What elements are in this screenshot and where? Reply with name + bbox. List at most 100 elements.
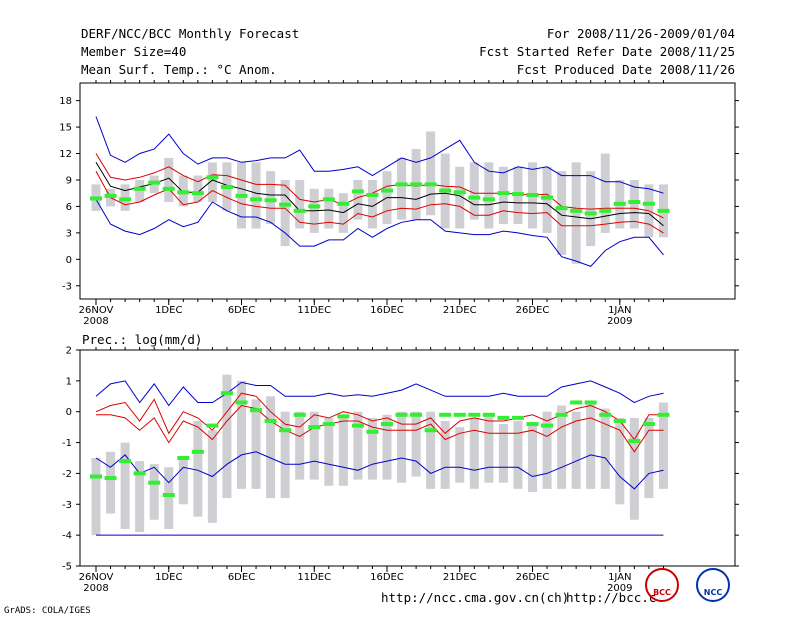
obs-marker: [177, 456, 190, 460]
y-tick-label: 18: [59, 96, 72, 107]
obs-marker: [395, 182, 408, 187]
obs-marker: [322, 422, 335, 427]
obs-marker: [337, 414, 350, 419]
spread-bar: [295, 179, 305, 229]
spread-bar: [557, 405, 567, 489]
obs-marker: [642, 422, 655, 427]
spread-bar: [193, 175, 203, 203]
y-tick-label: 3: [66, 228, 72, 239]
obs-marker: [177, 190, 190, 195]
obs-marker: [570, 400, 583, 405]
spread-bar: [411, 411, 421, 477]
spread-bar: [629, 417, 639, 520]
spread-bar: [353, 179, 363, 220]
grads-credit: GrADS: COLA/IGES: [4, 606, 91, 616]
obs-marker: [351, 423, 364, 428]
y-tick-label: 1: [66, 376, 72, 387]
x-tick-label: 11DEC: [297, 572, 331, 583]
spread-bar: [207, 162, 217, 203]
footer-url-en[interactable]: http://bcc.c: [566, 590, 657, 605]
obs-marker: [119, 197, 132, 202]
obs-marker: [191, 449, 204, 454]
spread-bar: [135, 179, 145, 203]
obs-marker: [264, 198, 277, 203]
variable-label: Mean Surf. Temp.: °C Anom.: [81, 62, 277, 77]
x-tick-label: 1JAN: [608, 305, 631, 316]
y-tick-label: 0: [66, 255, 72, 266]
obs-marker: [191, 191, 204, 196]
spread-bar: [280, 179, 290, 247]
x-tick-label: 16DEC: [370, 305, 404, 316]
y-tick-label: 0: [66, 407, 72, 418]
spread-bar: [440, 420, 450, 489]
spread-bar: [557, 171, 567, 255]
plot-frame: [79, 82, 736, 300]
y-tick-label: -5: [62, 562, 72, 573]
obs-marker: [439, 188, 452, 193]
obs-marker: [482, 412, 495, 417]
y-tick-label: 6: [66, 202, 72, 213]
spread-bar: [193, 420, 203, 517]
max-series-line: [95, 116, 664, 194]
obs-marker: [235, 400, 248, 405]
obs-marker: [657, 208, 670, 213]
obs-marker: [133, 471, 146, 476]
spread-bar: [106, 451, 116, 514]
y-tick-label: -2: [62, 469, 72, 480]
obs-marker: [366, 192, 379, 197]
y-tick-label: -1: [62, 438, 72, 449]
spread-bar: [586, 402, 596, 489]
plot-frame: [79, 349, 736, 567]
x-tick-label: 21DEC: [443, 305, 477, 316]
spread-bar: [498, 424, 508, 483]
lower-series-line: [95, 170, 664, 234]
obs-marker: [439, 412, 452, 417]
x-tick-label: 16DEC: [370, 572, 404, 583]
obs-marker: [206, 423, 219, 428]
spread-bar: [309, 411, 319, 480]
obs-marker: [90, 474, 102, 479]
ncc-logo: NCC: [696, 568, 730, 602]
bcc-logo: BCC: [645, 568, 679, 602]
spread-bar: [644, 417, 654, 499]
obs-marker: [381, 422, 393, 427]
spread-bar: [600, 408, 610, 489]
obs-marker: [628, 439, 641, 444]
obs-marker: [570, 208, 583, 213]
footer-url-ch[interactable]: http://ncc.cma.gov.cn(ch): [381, 590, 570, 605]
x-tick-label: 26NOV: [79, 305, 114, 316]
obs-marker: [599, 412, 612, 417]
x-tick-label: 26DEC: [516, 572, 550, 583]
spread-bar: [164, 467, 174, 529]
obs-marker: [541, 423, 554, 428]
spread-bar: [251, 399, 261, 489]
x-tick-label: 1DEC: [155, 572, 182, 583]
min-series-line: [95, 451, 664, 490]
spread-bar: [324, 188, 334, 229]
member-size: Member Size=40: [81, 44, 187, 59]
obs-marker: [366, 429, 379, 434]
forecast-period: For 2008/11/26-2009/01/04: [546, 26, 735, 41]
spread-bar: [280, 411, 290, 499]
obs-marker: [162, 493, 175, 498]
spread-bar: [251, 162, 261, 229]
obs-marker: [628, 200, 641, 205]
obs-marker: [250, 197, 263, 202]
obs-marker: [337, 201, 350, 206]
obs-marker: [555, 206, 568, 211]
x-tick-year: 2009: [607, 583, 632, 594]
spread-bar: [178, 458, 188, 505]
obs-marker: [613, 201, 626, 206]
spread-bar: [367, 179, 377, 229]
spread-bar: [484, 414, 494, 483]
spread-bar: [629, 179, 639, 229]
obs-marker: [220, 391, 233, 396]
obs-marker: [381, 188, 393, 193]
obs-marker: [453, 412, 466, 417]
obs-marker: [206, 175, 219, 180]
upper-series-line: [95, 153, 664, 219]
obs-marker: [148, 480, 161, 485]
spread-bar: [455, 427, 465, 483]
spread-bar: [658, 402, 668, 489]
